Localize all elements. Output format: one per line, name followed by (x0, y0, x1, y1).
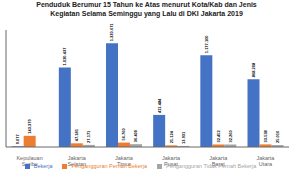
svg-text:JakartaTimur: JakartaTimur (115, 155, 134, 167)
svg-text:1.330.671: 1.330.671 (109, 23, 114, 42)
svg-text:27.171: 27.171 (86, 130, 91, 143)
svg-text:JakartaUtara: JakartaUtara (256, 155, 275, 167)
svg-text:32.452: 32.452 (216, 129, 221, 142)
svg-text:36.400: 36.400 (133, 129, 138, 142)
svg-text:JakartaSelatan: JakartaSelatan (67, 155, 86, 167)
svg-text:56.760: 56.760 (121, 128, 126, 141)
svg-text:143.379: 143.379 (27, 119, 32, 134)
svg-text:21.124: 21.124 (169, 130, 174, 143)
svg-text:411.484: 411.484 (157, 98, 162, 113)
svg-text:47.181: 47.181 (74, 128, 79, 141)
svg-text:1.020.437: 1.020.437 (62, 47, 67, 66)
svg-text:JakartaBarat: JakartaBarat (209, 155, 228, 167)
svg-text:13.931: 13.931 (181, 131, 186, 144)
svg-text:1.177.100: 1.177.100 (204, 35, 209, 54)
svg-text:JakartaPusat: JakartaPusat (162, 155, 181, 167)
svg-text:868.208: 868.208 (251, 62, 256, 77)
svg-text:9.077: 9.077 (15, 134, 20, 145)
svg-text:32.260: 32.260 (228, 129, 233, 142)
svg-text:33.538: 33.538 (263, 129, 268, 142)
svg-text:KepulauanSeribu: KepulauanSeribu (16, 155, 42, 167)
svg-text:25.016: 25.016 (275, 130, 280, 143)
